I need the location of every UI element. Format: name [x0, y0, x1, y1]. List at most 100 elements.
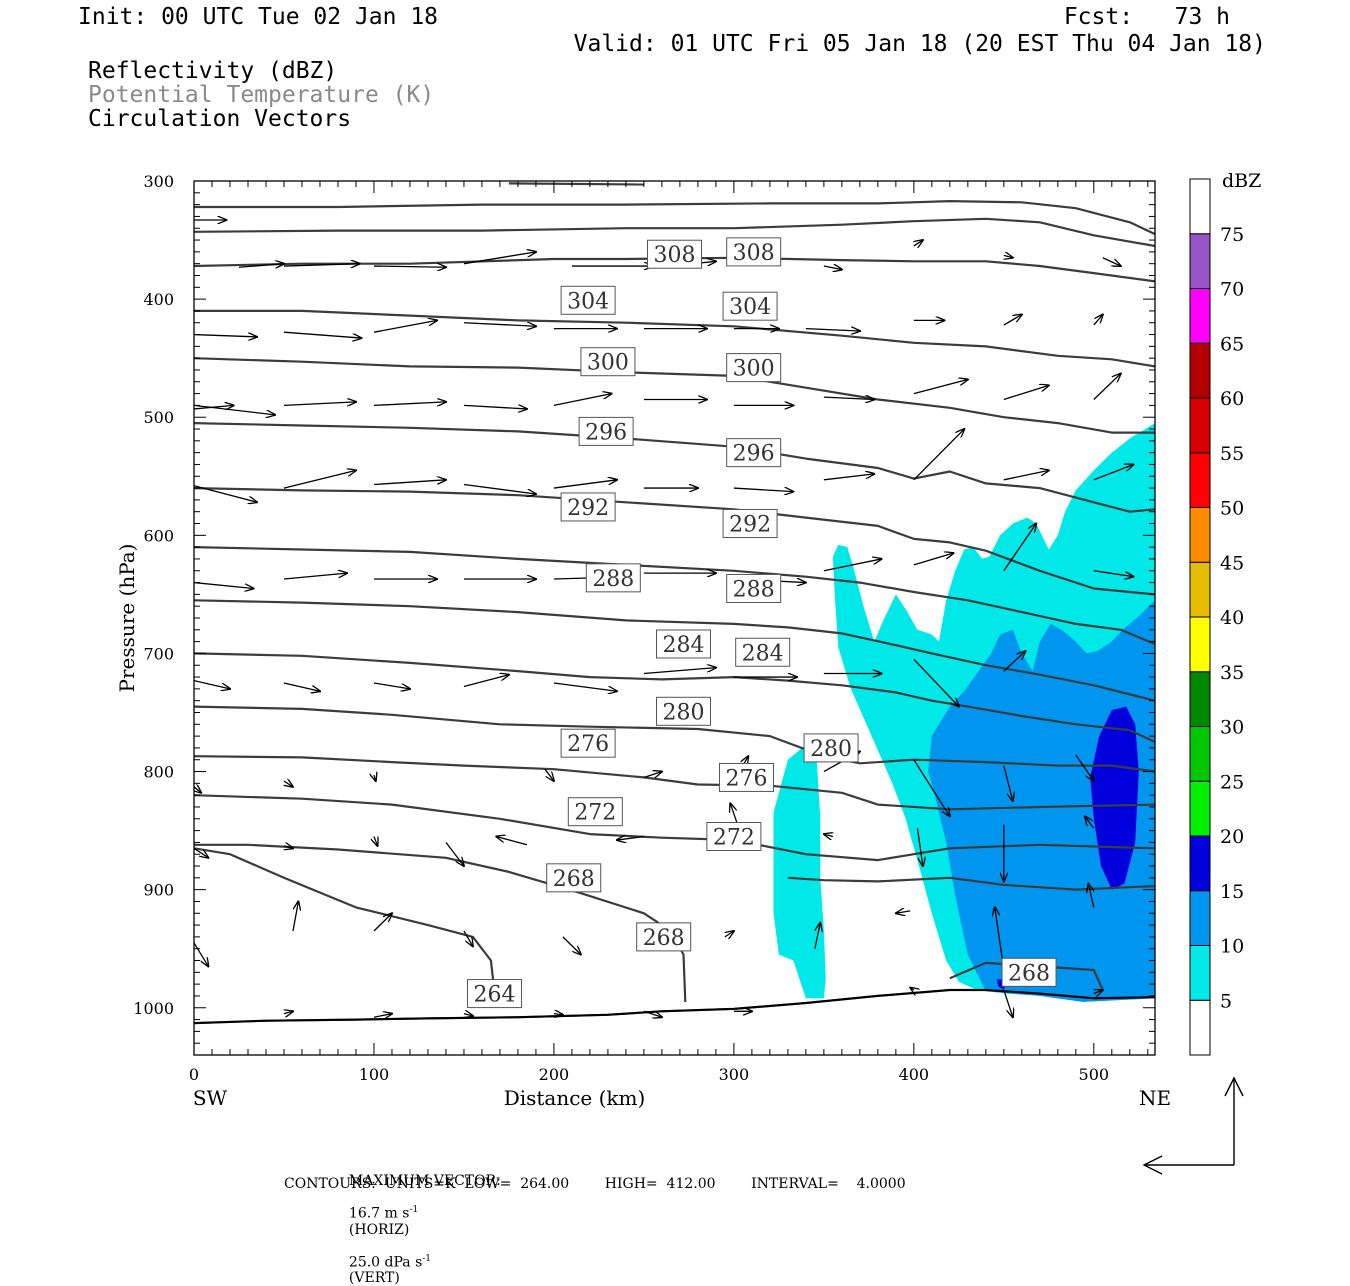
- theta-contour-label-304: 304: [722, 291, 778, 321]
- colorbar-label: 55: [1220, 443, 1244, 465]
- circulation-vector: [805, 329, 860, 331]
- theta-label-text: 272: [574, 801, 616, 826]
- reference-vector-horizontal-head: [1142, 1155, 1163, 1175]
- theta-contour-308: [194, 309, 1155, 368]
- theta-label-text: 268: [1008, 961, 1050, 986]
- circulation-vector: [373, 266, 446, 267]
- circulation-vector: [910, 988, 914, 990]
- theta-label-box: [560, 728, 616, 758]
- circulation-vector: [1003, 989, 1013, 1017]
- colorbar-label: 25: [1220, 771, 1244, 793]
- circulation-vector: [284, 846, 293, 848]
- x-tick-label: 0: [189, 1065, 199, 1084]
- colorbar-label: 35: [1220, 662, 1244, 684]
- colorbar-box-50: [1189, 452, 1211, 508]
- circulation-vector: [823, 559, 882, 572]
- theta-contour-288: [194, 599, 1155, 702]
- theta-label-box: [546, 863, 602, 893]
- circulation-vector: [292, 901, 298, 932]
- x-tick-label: 300: [719, 1065, 750, 1084]
- theta-contour-304: [194, 357, 1155, 434]
- circulation-vector: [896, 911, 911, 913]
- colorbar-box-10: [1189, 890, 1211, 946]
- circulation-vector: [554, 1014, 563, 1015]
- circulation-vector: [445, 842, 464, 866]
- theta-label-box: [636, 922, 692, 952]
- x-axis-label: Distance (km): [504, 1086, 646, 1110]
- circulation-vector: [914, 240, 923, 246]
- colorbar-box-25: [1189, 726, 1211, 782]
- theta-label-text: 292: [729, 513, 771, 538]
- theta-contour-312: [194, 256, 1155, 283]
- circulation-vector: [283, 264, 360, 266]
- theta-contour-264: [194, 988, 1155, 1025]
- theta-contour-284: [194, 652, 1155, 743]
- colorbar-label: 30: [1220, 717, 1244, 739]
- circulation-vector: [283, 573, 347, 580]
- y-tick-label: 900: [143, 881, 174, 900]
- theta-contour-label-276: 276: [718, 762, 774, 792]
- circulation-vector: [814, 923, 820, 949]
- theta-contour-324: [508, 182, 644, 186]
- circulation-vector: [373, 402, 446, 406]
- theta-contour-label-280: 280: [655, 696, 711, 726]
- theta-contour-label-264: 264: [467, 979, 523, 1009]
- circulation-vector: [373, 682, 410, 689]
- theta-label-text: 300: [587, 351, 629, 376]
- horiz-tag: (HORIZ): [348, 1221, 410, 1238]
- reflectivity-region-15dbz: [1090, 706, 1139, 890]
- theta-label-box: [718, 762, 774, 792]
- colorbar-label: 20: [1220, 826, 1244, 848]
- vert-max-value: 25.0 dPa s: [348, 1254, 423, 1271]
- colorbar-box-5: [1189, 945, 1211, 1001]
- colorbar-label: 75: [1220, 224, 1244, 246]
- y-tick-label: 1000: [133, 999, 174, 1018]
- theta-label-box: [735, 637, 791, 667]
- theta-contour-label-308: 308: [647, 239, 702, 269]
- theta-contour-label-268: 268: [1001, 957, 1057, 987]
- theta-label-box: [726, 573, 782, 603]
- y-tick-label: 400: [143, 290, 174, 309]
- theta-label-box: [647, 239, 702, 269]
- circulation-vector: [373, 480, 446, 486]
- contours-info-line: CONTOURS: UNITS=K LOW= 264.00 HIGH= 412.…: [284, 1176, 906, 1192]
- circulation-vector: [374, 775, 376, 781]
- colorbar-box-20: [1189, 780, 1211, 837]
- circulation-vector: [463, 483, 536, 494]
- colorbar-box-35: [1189, 616, 1211, 673]
- circulation-vector: [194, 485, 257, 503]
- y-tick-label: 500: [143, 408, 174, 427]
- circulation-vector: [913, 553, 954, 566]
- colorbar-box-45: [1189, 507, 1211, 563]
- theta-contour-label-300: 300: [726, 353, 782, 383]
- theta-label-box: [560, 285, 616, 315]
- field-label-circulation-vectors: Circulation Vectors: [88, 106, 352, 132]
- theta-label-text: 296: [585, 420, 627, 445]
- theta-label-box: [722, 509, 778, 539]
- theta-contour-272: [194, 794, 1155, 862]
- theta-contour-316: [194, 217, 1155, 248]
- horiz-max-value: 16.7 m s: [348, 1205, 410, 1222]
- circulation-vector: [283, 682, 320, 691]
- theta-label-text: 296: [733, 442, 775, 467]
- vert-max-exp: -1: [422, 1253, 432, 1264]
- circulation-vector: [643, 668, 716, 675]
- theta-label-text: 304: [567, 289, 609, 314]
- circulation-vector: [373, 320, 437, 333]
- colorbar-unit: dBZ: [1222, 170, 1261, 192]
- theta-contour-296: [194, 487, 1155, 596]
- circulation-vector: [916, 828, 922, 866]
- colorbar-label: 60: [1220, 388, 1244, 410]
- circulation-vector: [553, 394, 612, 407]
- theta-label-text: 284: [742, 641, 784, 666]
- circulation-vector: [284, 781, 293, 787]
- theta-label-text: 272: [713, 826, 755, 851]
- circulation-vector: [1102, 257, 1121, 266]
- y-tick-label: 800: [143, 763, 174, 782]
- circulation-vector: [733, 488, 793, 492]
- theta-contour-264: [194, 847, 498, 1008]
- reference-vector: [1142, 1076, 1244, 1175]
- theta-label-box: [726, 438, 782, 468]
- circulation-vector: [194, 581, 253, 589]
- theta-label-text: 280: [662, 700, 704, 725]
